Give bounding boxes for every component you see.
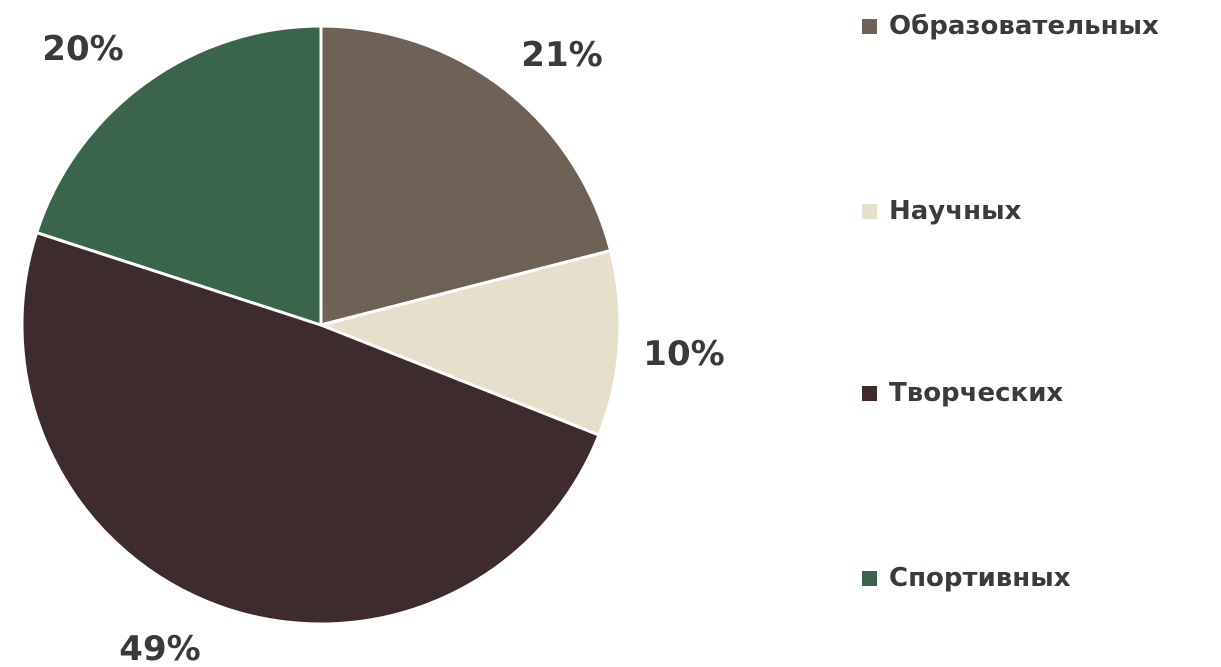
pie-slices [20, 24, 622, 626]
legend-label: Творческих [889, 378, 1064, 408]
legend-item-tvorcheskih: Творческих [862, 378, 1063, 408]
legend: Образовательных Научных Творческих Спорт… [862, 0, 1221, 667]
legend-swatch-obrazovatelnyh [862, 18, 877, 34]
data-label-tvorcheskih: 49% [119, 629, 200, 667]
legend-item-sportivnyh: Спортивных [862, 563, 1071, 593]
legend-label: Спортивных [889, 563, 1071, 593]
data-label-obrazovatelnyh: 21% [521, 35, 602, 75]
legend-item-obrazovatelnyh: Образовательных [862, 11, 1159, 41]
legend-swatch-tvorcheskih [862, 385, 877, 401]
legend-label: Научных [889, 196, 1022, 226]
pie-slice-sportivnyh [35, 24, 323, 327]
legend-item-nauchnyh: Научных [862, 196, 1021, 226]
data-label-nauchnyh: 10% [643, 334, 724, 374]
pie-slice-tvorcheskih [20, 231, 601, 626]
pie-slice-obrazovatelnyh [319, 24, 613, 327]
legend-swatch-sportivnyh [862, 570, 877, 586]
data-label-sportivnyh: 20% [42, 29, 123, 69]
legend-label: Образовательных [889, 11, 1159, 41]
pie-slice-nauchnyh [319, 249, 622, 437]
legend-swatch-nauchnyh [862, 203, 877, 219]
